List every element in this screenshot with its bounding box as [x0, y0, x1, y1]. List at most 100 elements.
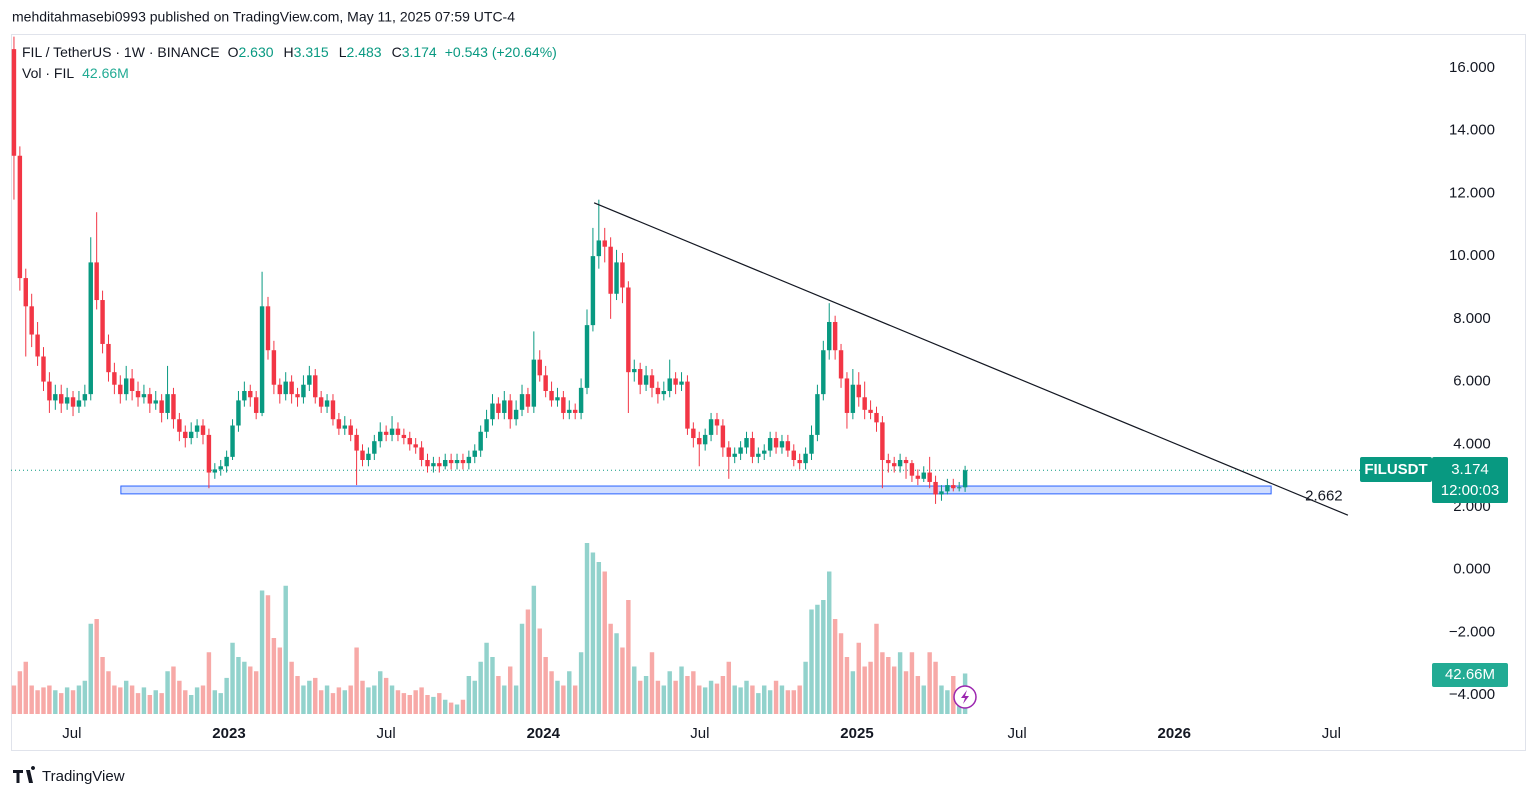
candle-body — [224, 456, 229, 467]
candle-body — [135, 390, 141, 398]
candle-body — [372, 441, 377, 454]
candle-body — [537, 359, 542, 376]
volume-bar — [460, 699, 466, 714]
candle-body — [785, 441, 791, 451]
ohlc-key: C — [392, 44, 402, 60]
candle-body — [939, 491, 944, 495]
candle-body — [23, 278, 28, 307]
x-tick-label: Jul — [62, 725, 81, 742]
candle-body — [11, 49, 17, 156]
candle-body — [295, 394, 300, 398]
volume-bar — [838, 633, 844, 714]
candle-body — [366, 453, 371, 460]
volume-title: Vol · FIL — [22, 65, 74, 81]
x-tick-label: Jul — [1007, 725, 1026, 742]
volume-bar — [212, 690, 218, 714]
candle-body — [744, 438, 749, 448]
candle-body — [555, 397, 560, 401]
volume-bar — [153, 690, 158, 714]
volume-bar — [791, 690, 796, 714]
volume-bar — [856, 642, 861, 714]
candle-body — [832, 321, 838, 351]
candle-body — [797, 460, 802, 464]
candle-body — [915, 475, 921, 479]
candle-body — [903, 460, 909, 464]
volume-bar — [732, 685, 737, 714]
volume-bar — [354, 647, 359, 714]
symbol: FIL / TetherUS · 1W · BINANCE — [22, 44, 220, 60]
volume-bar — [815, 604, 820, 714]
volume-bar — [360, 680, 365, 714]
candle-body — [94, 262, 99, 301]
x-tick-label: Jul — [377, 725, 396, 742]
candle-body — [35, 334, 40, 357]
y-tick-label: 6.000 — [1453, 373, 1491, 390]
volume-bar — [738, 687, 743, 714]
candle-body — [17, 155, 23, 279]
volume-bar — [301, 685, 306, 714]
volume-bar — [762, 685, 767, 714]
ohlc-value: 3.174 — [402, 44, 437, 60]
volume-bar — [531, 585, 537, 714]
candle-body — [425, 460, 430, 467]
volume-bar — [41, 687, 46, 714]
candle-body — [153, 400, 158, 404]
volume-bar — [265, 595, 271, 714]
brand: TradingView — [42, 768, 125, 785]
candle-body — [183, 431, 188, 439]
candle-body — [962, 470, 968, 488]
volume-bar — [425, 695, 430, 714]
ohlc: O2.630 H3.315 L2.483 C3.174 — [228, 44, 437, 60]
candle-body — [324, 400, 330, 407]
ohlc-value: 2.630 — [239, 44, 274, 60]
volume-bar — [496, 676, 501, 714]
candle-body — [236, 400, 241, 426]
volume-bar — [767, 690, 773, 714]
candle-body — [100, 300, 105, 344]
candle-body — [543, 375, 548, 391]
candle-body — [803, 453, 808, 464]
x-tick-label: 2025 — [840, 725, 873, 742]
candle-body — [927, 472, 932, 482]
candle-body — [70, 397, 76, 407]
candle-body — [513, 409, 519, 420]
volume-bar — [891, 666, 897, 714]
candle-body — [620, 262, 625, 288]
y-tick-label: 0.000 — [1453, 561, 1491, 578]
candle-body — [791, 450, 796, 460]
volume-bar — [437, 693, 442, 714]
candle-body — [460, 460, 466, 464]
candle-body — [862, 397, 867, 410]
volume-bar — [454, 704, 460, 714]
volume-bar — [188, 695, 194, 714]
volume-badge — [1432, 663, 1508, 687]
volume-bar — [903, 671, 909, 714]
volume-bar — [183, 690, 188, 714]
volume-bar — [596, 562, 602, 714]
volume-bar — [578, 652, 584, 714]
candle-body — [726, 447, 732, 457]
volume-bar — [785, 690, 791, 714]
candle-body — [472, 450, 477, 457]
volume-bar — [236, 657, 241, 714]
ticker-badge — [1360, 457, 1432, 482]
volume-bar — [525, 609, 531, 714]
volume-bar — [466, 676, 472, 714]
y-tick-label: 8.000 — [1453, 310, 1491, 327]
volume-bar — [697, 685, 702, 714]
volume-bar — [318, 690, 324, 714]
candle-body — [856, 384, 861, 398]
ohlc-key: O — [228, 44, 239, 60]
volume-bar — [106, 671, 111, 714]
volume-bar — [94, 619, 99, 714]
candle-body — [478, 431, 483, 451]
volume-bar — [395, 690, 401, 714]
volume-bar — [378, 671, 383, 714]
volume-bar — [555, 680, 560, 714]
candle-body — [248, 390, 253, 398]
candle-body — [76, 400, 82, 407]
candle-body — [271, 350, 277, 385]
volume-bar — [283, 585, 288, 714]
volume-bar — [567, 671, 572, 714]
